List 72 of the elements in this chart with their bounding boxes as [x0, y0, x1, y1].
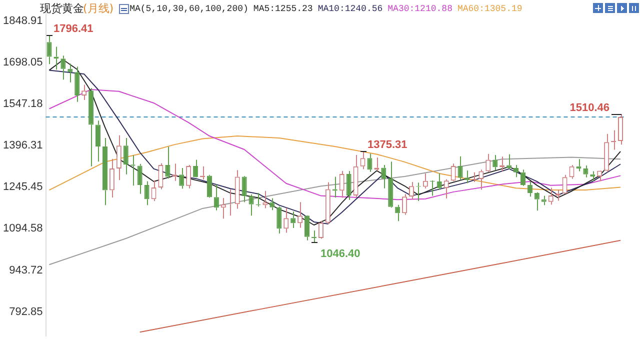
candlestick	[179, 167, 184, 190]
candlestick	[409, 182, 414, 200]
y-tick-label: 1848.91	[2, 14, 43, 27]
candlestick	[186, 164, 192, 189]
candlestick	[102, 137, 108, 206]
candlestick	[541, 195, 546, 206]
candlestick	[506, 154, 512, 170]
annotation: MA(5,10,30,60,100,200)	[130, 4, 248, 14]
text: MA10:1240.56	[318, 4, 383, 14]
candlestick	[353, 154, 358, 198]
annotation: 1046.40	[320, 248, 360, 260]
candlestick	[339, 170, 344, 198]
candlestick	[304, 216, 310, 241]
candlestick	[96, 120, 101, 162]
candlestick	[318, 220, 324, 240]
candlestick	[109, 158, 114, 198]
candlestick	[151, 180, 156, 202]
candlestick	[604, 133, 610, 173]
candlestick	[346, 170, 352, 200]
candlestick	[158, 162, 164, 190]
text: MA60:1305.19	[457, 4, 522, 14]
candlestick	[74, 66, 80, 102]
candlestick	[242, 175, 247, 203]
candlestick	[325, 182, 330, 225]
candlestick	[520, 169, 526, 186]
candlestick	[60, 55, 66, 80]
annotation: 1796.41	[54, 23, 94, 36]
candlestick	[436, 172, 442, 190]
candlestick	[569, 164, 574, 180]
candlestick	[486, 153, 491, 173]
y-tick-label: 1547.18	[2, 98, 43, 110]
candlestick	[88, 88, 94, 167]
candlestick	[290, 211, 296, 229]
candlestick	[534, 192, 540, 212]
text: MA30:1210.88	[388, 4, 452, 14]
candlestick	[172, 163, 178, 182]
candlestick	[234, 170, 240, 210]
y-tick-label: 792.85	[9, 306, 43, 318]
candlestick	[270, 198, 275, 211]
candlestick	[123, 137, 128, 175]
candlestick	[165, 146, 170, 179]
y-tick-label: 1094.58	[2, 222, 43, 235]
candlestick	[583, 165, 588, 178]
candlestick	[284, 207, 289, 234]
candlestick	[395, 204, 400, 222]
candlestick	[450, 163, 456, 181]
candlestick	[458, 156, 463, 181]
candlestick	[388, 161, 394, 208]
candlestick	[562, 174, 568, 194]
candlestick	[137, 163, 142, 194]
candlestick	[464, 170, 470, 184]
candlestick	[144, 180, 150, 206]
candlestick	[193, 159, 198, 178]
annotation: 1375.31	[368, 139, 408, 152]
y-tick-label: 1396.31	[2, 140, 43, 152]
candlestick	[46, 34, 52, 65]
chart-subtitle: (月线)	[83, 1, 114, 16]
y-tick-label: 943.72	[9, 264, 43, 276]
candlestick	[116, 134, 122, 181]
candlestick	[492, 154, 498, 171]
candlestick	[214, 184, 219, 211]
candlestick	[276, 206, 282, 234]
chart-title: 现货黄金	[40, 1, 84, 16]
annotation: 1510.46	[570, 102, 610, 114]
text: MA5:1255.23	[253, 4, 313, 14]
y-tick-label: 1245.45	[2, 181, 43, 194]
candlestick	[367, 153, 372, 172]
candlestick	[402, 194, 408, 216]
candlestick	[248, 194, 254, 216]
candlestick	[381, 164, 386, 189]
candlestick	[618, 114, 624, 146]
y-tick-label: 1698.05	[2, 56, 43, 69]
